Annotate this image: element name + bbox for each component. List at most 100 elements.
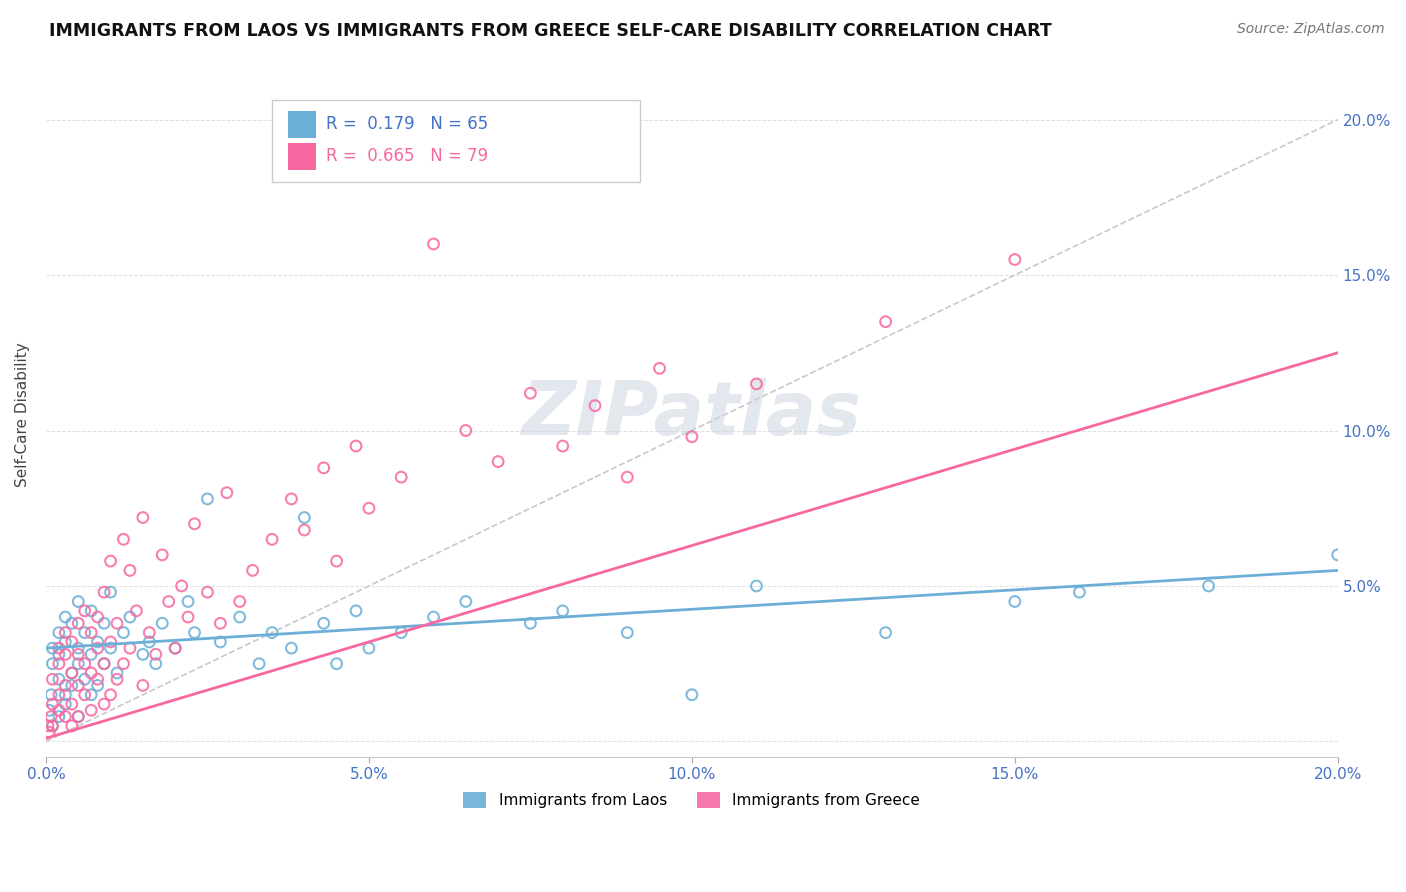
Point [118, 641, 141, 656]
Point [132, 648, 155, 662]
Point [100, 585, 122, 599]
Point [86, 641, 108, 656]
Point [280, 641, 302, 656]
Point [118, 610, 141, 624]
Point [93, 585, 115, 599]
Point [150, 548, 173, 562]
Point [209, 635, 232, 649]
Point [41, 672, 63, 686]
Point [41, 719, 63, 733]
Point [229, 610, 252, 624]
Point [67, 616, 90, 631]
Point [519, 386, 541, 401]
Point [93, 616, 115, 631]
FancyBboxPatch shape [288, 143, 316, 170]
Point [48, 709, 70, 723]
Point [48, 648, 70, 662]
Point [93, 657, 115, 671]
Point [583, 399, 606, 413]
Point [48, 688, 70, 702]
Point [67, 641, 90, 656]
Point [145, 657, 167, 671]
Point [93, 657, 115, 671]
Point [1004, 252, 1026, 267]
Point [105, 665, 128, 680]
Point [260, 533, 283, 547]
Point [165, 641, 187, 656]
Point [215, 485, 238, 500]
Point [41, 657, 63, 671]
Point [165, 641, 187, 656]
Point [100, 688, 122, 702]
Point [86, 672, 108, 686]
Point [177, 610, 200, 624]
Point [53, 635, 76, 649]
Point [80, 648, 103, 662]
Point [100, 554, 122, 568]
Point [209, 616, 232, 631]
Point [875, 625, 897, 640]
Point [1004, 594, 1026, 608]
Point [745, 376, 768, 391]
Point [183, 625, 205, 640]
Point [118, 563, 141, 577]
Point [60, 665, 83, 680]
Point [454, 424, 477, 438]
Point [53, 709, 76, 723]
Text: Source: ZipAtlas.com: Source: ZipAtlas.com [1237, 22, 1385, 37]
Point [38, 725, 60, 739]
Point [73, 604, 96, 618]
Point [105, 616, 128, 631]
Point [229, 594, 252, 608]
Point [197, 491, 219, 506]
Text: R =  0.179   N = 65: R = 0.179 N = 65 [326, 115, 488, 133]
Point [138, 625, 160, 640]
Point [86, 610, 108, 624]
Point [422, 237, 444, 252]
FancyBboxPatch shape [288, 111, 316, 138]
Point [53, 688, 76, 702]
Point [53, 610, 76, 624]
Point [39, 709, 62, 723]
Point [325, 554, 347, 568]
Point [389, 470, 412, 484]
Point [73, 688, 96, 702]
Point [73, 625, 96, 640]
Point [1326, 548, 1348, 562]
Point [681, 688, 703, 702]
Point [344, 604, 367, 618]
Point [93, 697, 115, 711]
Point [312, 460, 335, 475]
Text: R =  0.665   N = 79: R = 0.665 N = 79 [326, 147, 488, 165]
Point [67, 709, 90, 723]
Point [112, 625, 135, 640]
Point [80, 604, 103, 618]
Point [357, 641, 380, 656]
Point [344, 439, 367, 453]
Point [280, 491, 302, 506]
Point [48, 625, 70, 640]
Point [86, 635, 108, 649]
Point [37, 719, 59, 733]
Point [60, 678, 83, 692]
Point [875, 315, 897, 329]
Point [53, 648, 76, 662]
Point [112, 533, 135, 547]
Point [170, 579, 193, 593]
Point [138, 635, 160, 649]
Point [48, 641, 70, 656]
Point [53, 697, 76, 711]
Point [100, 641, 122, 656]
Point [60, 719, 83, 733]
Point [519, 616, 541, 631]
Point [73, 657, 96, 671]
Text: ZIPatlas: ZIPatlas [522, 378, 862, 451]
Point [145, 648, 167, 662]
Point [1069, 585, 1091, 599]
Point [292, 523, 315, 537]
Point [38, 703, 60, 717]
Point [60, 697, 83, 711]
Point [60, 635, 83, 649]
Point [80, 688, 103, 702]
Point [422, 610, 444, 624]
